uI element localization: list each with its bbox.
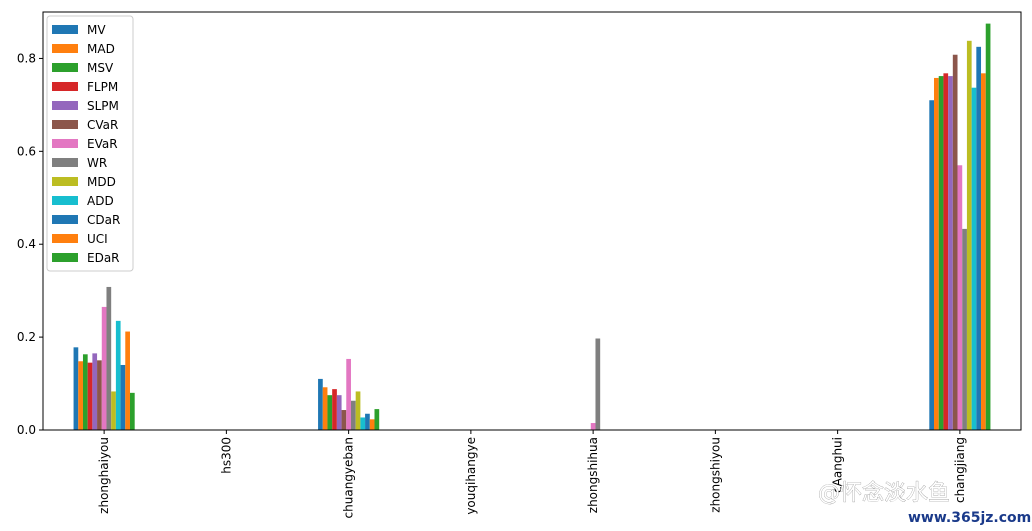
legend-swatch-mv [52,25,78,34]
y-tick-label: 0.0 [17,423,36,437]
bar-cvar-changjiang [952,54,958,430]
bar-add-chuangyeban [360,417,366,430]
watermark-logo-text: @怀念淡水鱼 [818,481,950,506]
bar-mdd-changjiang [966,40,972,431]
bar-flpm-chuangyeban [332,389,337,430]
legend-label-uci: UCI [87,232,108,246]
bar-mad-chuangyeban [322,387,328,430]
y-tick-label: 0.6 [17,144,36,158]
legend-label-msv: MSV [87,61,114,75]
legend-swatch-uci [52,234,78,243]
y-tick-label: 0.4 [17,237,36,251]
watermark: @怀念淡水鱼 www.365jz.com [818,481,1032,526]
bar-slpm-zhonghaiyou [92,353,98,430]
x-tick-label-youqihangye: youqihangye [464,437,478,515]
legend-swatch-wr [52,158,78,167]
x-tick-label-chuangyeban: chuangyeban [342,437,356,518]
bar-mv-zhonghaiyou [73,347,79,430]
bar-cvar-zhonghaiyou [97,360,102,430]
bar-mv-chuangyeban [318,378,323,430]
bar-edar-zhonghaiyou [129,392,135,430]
axes-frame [42,11,1022,431]
bar-uci-changjiang [981,73,986,430]
bar-flpm-changjiang [943,73,949,430]
legend: MV MAD MSV FLPM SLPM CVaR EVaR WR MDD ADD CDaR UCI E… [46,15,134,272]
bar-edar-chuangyeban [374,409,380,430]
legend-label-wr: WR [87,156,107,170]
bar-evar-zhongshihua [590,423,596,430]
legend-label-evar: EVaR [87,137,118,151]
x-tick-label-changjiang: changjiang [953,437,967,503]
x-tick-label-zhonghaiyou: zhonghaiyou [97,437,111,514]
bar-mdd-zhonghaiyou [111,391,116,430]
x-axis: zhonghaiyou hs300 chuangyeban youqihangye zh… [97,430,967,518]
bar-wr-chuangyeban [350,400,356,430]
bar-flpm-zhonghaiyou [87,362,93,430]
bar-add-zhonghaiyou [115,320,121,430]
bar-wr-zhonghaiyou [106,286,112,430]
x-tick-label-zhongshihua: zhongshihua [586,437,600,513]
legend-swatch-cdar [52,215,78,224]
bar-cvar-chuangyeban [341,410,347,430]
legend-label-edar: EDaR [87,251,120,265]
legend-label-add: ADD [87,194,114,208]
bar-slpm-chuangyeban [336,395,342,430]
legend-label-cvar: CVaR [87,118,118,132]
legend-label-flpm: FLPM [87,80,118,94]
legend-swatch-add [52,196,78,205]
bar-add-changjiang [971,87,977,430]
bar-mad-zhonghaiyou [78,361,83,430]
bar-msv-changjiang [938,76,944,430]
y-tick-label: 0.8 [17,51,36,65]
legend-swatch-evar [52,139,78,148]
legend-label-mad: MAD [87,42,115,56]
bar-mad-changjiang [934,77,939,430]
bar-evar-chuangyeban [346,358,351,430]
bar-mv-changjiang [929,100,935,431]
bar-evar-changjiang [957,165,963,430]
bar-uci-chuangyeban [369,419,375,430]
bar-edar-changjiang [985,23,991,431]
x-tick-label-hs300: hs300 [219,437,233,474]
legend-swatch-cvar [52,120,78,129]
legend-swatch-mad [52,44,78,53]
legend-swatch-msv [52,63,78,72]
bar-uci-zhonghaiyou [125,331,130,430]
bar-msv-zhonghaiyou [82,354,88,430]
bar-mdd-chuangyeban [355,391,361,430]
bar-wr-changjiang [962,228,967,430]
legend-swatch-mdd [52,177,78,186]
bar-cdar-zhonghaiyou [120,364,126,430]
bar-cdar-chuangyeban [365,413,370,430]
y-tick-label: 0.2 [17,330,36,344]
x-tick-label-zhongshiyou: zhongshiyou [708,437,722,513]
legend-label-mdd: MDD [87,175,116,189]
bar-msv-chuangyeban [327,395,333,430]
legend-frame [46,15,134,272]
x-tick-label-cAanghui: cAanghui [831,437,845,493]
bar-wr-zhongshihua [595,338,601,430]
legend-swatch-flpm [52,82,78,91]
legend-swatch-slpm [52,101,78,110]
bar-cdar-changjiang [976,46,982,430]
y-axis: 0.0 0.2 0.4 0.6 0.8 [17,51,43,437]
bar-slpm-changjiang [948,76,953,430]
watermark-url: www.365jz.com [908,510,1031,526]
bars-layer [73,23,991,431]
legend-label-cdar: CDaR [87,213,120,227]
legend-label-slpm: SLPM [87,99,119,113]
legend-label-mv: MV [87,23,106,37]
bar-evar-zhonghaiyou [101,306,107,430]
legend-swatch-edar [52,253,78,262]
